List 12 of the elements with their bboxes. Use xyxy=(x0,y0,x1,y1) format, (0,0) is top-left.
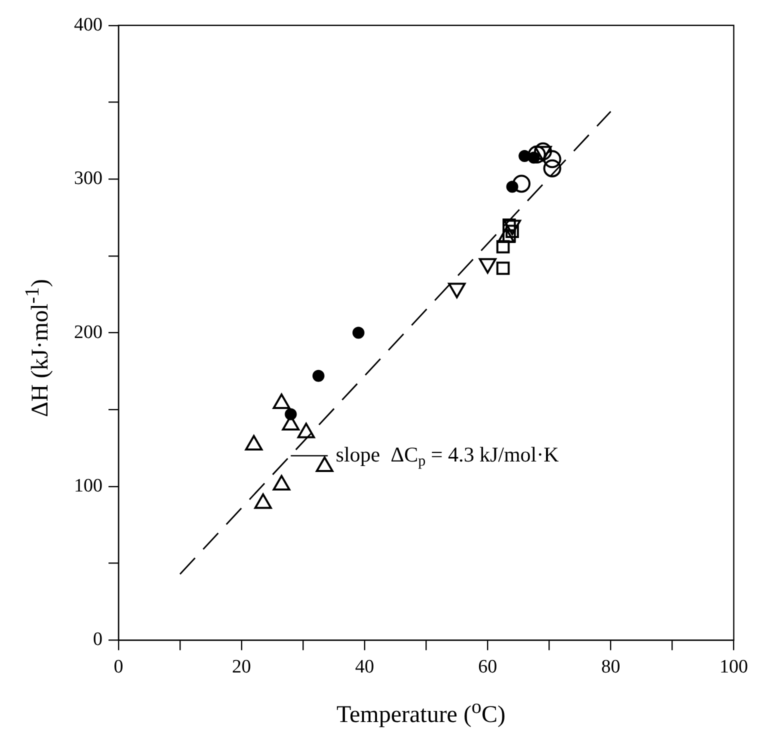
y-tick-label: 400 xyxy=(74,14,102,36)
x-tick-label: 60 xyxy=(478,656,498,678)
x-axis-title: Temperature ($^{o}$C) xyxy=(336,696,506,729)
x-tick-label: 80 xyxy=(601,656,620,678)
y-tick-label: 0 xyxy=(93,629,102,650)
y-tick-label: 100 xyxy=(74,475,102,496)
x-tick-label: 100 xyxy=(720,656,748,678)
x-tick-label: 20 xyxy=(232,656,252,678)
x-tick-label: 0 xyxy=(114,656,124,678)
y-tick-label: 200 xyxy=(74,322,102,343)
y-tick-label: 300 xyxy=(74,168,102,190)
x-tick-label: 40 xyxy=(355,656,374,678)
